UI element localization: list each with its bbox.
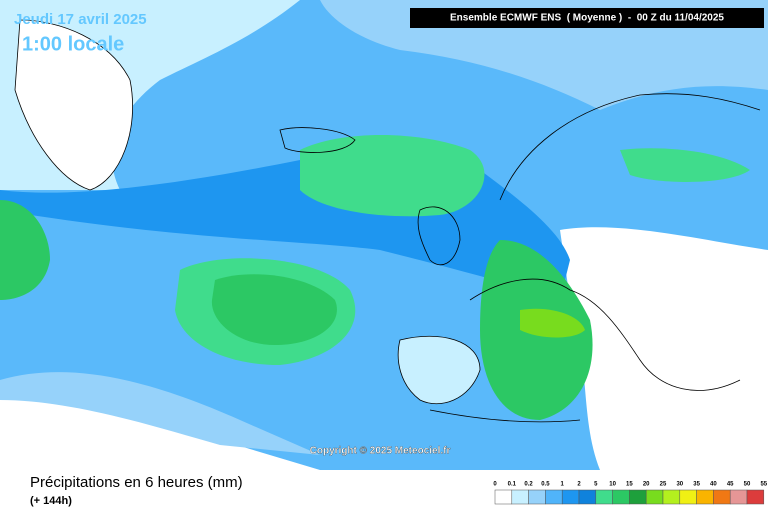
legend-label: 55 [760, 482, 767, 488]
moderate-rain [620, 148, 750, 182]
legend-label: 1 [561, 482, 565, 488]
legend-swatch [578, 489, 597, 505]
legend-label: 2 [577, 482, 581, 488]
iceland [279, 127, 356, 153]
legend-swatch [729, 489, 748, 505]
moderate-rain [0, 200, 50, 300]
rain-core [211, 274, 337, 345]
footer-subtitle: (+ 144h) [30, 495, 72, 507]
legend-label: 0.5 [541, 482, 550, 488]
legend-swatch [696, 489, 714, 505]
legend-swatch [595, 489, 613, 505]
copyright: Copyright © 2025 Meteociel.fr [310, 446, 451, 457]
legend-label: 25 [660, 482, 667, 488]
legend-swatch [528, 489, 546, 505]
legend-swatch [662, 489, 681, 505]
legend-label: 30 [676, 482, 683, 488]
footer-title: Précipitations en 6 heures (mm) [30, 474, 243, 491]
date-label: Jeudi 17 avril 2025 [14, 11, 147, 28]
greenland [14, 19, 133, 191]
dry-area [560, 227, 768, 470]
legend-label: 0.2 [524, 482, 533, 488]
header-text: Ensemble ECMWF ENS ( Moyenne ) - 00 Z du… [450, 13, 724, 24]
legend-label: 10 [609, 482, 616, 488]
legend-swatch [494, 489, 513, 505]
legend-swatch [612, 489, 630, 505]
legend-label: 35 [693, 482, 700, 488]
light-rain [0, 372, 320, 455]
light-rain [397, 335, 481, 404]
heavy-rain [520, 308, 585, 338]
legend-label: 20 [643, 482, 650, 488]
legend-label: 50 [744, 482, 751, 488]
legend-swatch [511, 489, 529, 505]
legend-swatch [713, 489, 731, 505]
legend-swatch [746, 489, 765, 505]
british-isles [417, 206, 461, 266]
legend: 0 0.1 0.2 0.5 1 2 5 10 15 20 25 30 35 40 45 50 55 [493, 482, 768, 505]
legend-swatch [629, 489, 647, 505]
legend-swatch [545, 489, 563, 505]
legend-label: 40 [710, 482, 717, 488]
legend-label: 15 [626, 482, 633, 488]
header-box [410, 8, 764, 28]
coastline [429, 278, 741, 423]
moderate-rain [300, 135, 485, 217]
legend-label: 0 [493, 482, 497, 488]
legend-label: 5 [594, 482, 598, 488]
scandinavia [499, 93, 761, 201]
map [0, 0, 768, 470]
time-label: 1:00 locale [22, 33, 124, 55]
legend-swatch [561, 489, 580, 505]
legend-swatch [679, 489, 697, 505]
legend-label: 45 [727, 482, 734, 488]
legend-label: 0.1 [508, 482, 517, 488]
legend-swatch [645, 489, 664, 505]
